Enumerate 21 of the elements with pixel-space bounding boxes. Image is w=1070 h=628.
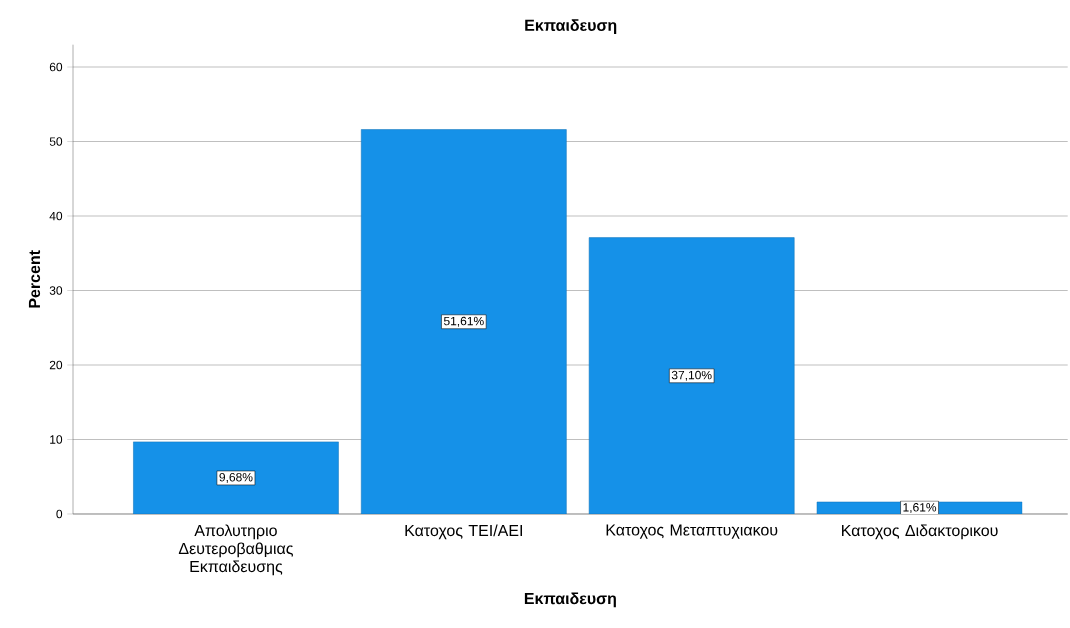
- y-tick-label: 20: [49, 360, 63, 370]
- y-tick-label: 60: [49, 62, 63, 72]
- bar: [360, 129, 567, 514]
- y-axis-title: Percent: [28, 250, 41, 308]
- bar: [133, 441, 339, 514]
- data-label: 37,10%: [671, 370, 712, 381]
- y-tick-label: 40: [49, 211, 63, 221]
- y-tick-label: 50: [49, 137, 63, 146]
- x-axis-title: Εκπαιδευση: [524, 592, 616, 608]
- x-tick-label: Κατοχος Διδακτορικου: [842, 524, 998, 540]
- data-label: 1,61%: [903, 503, 937, 513]
- data-label: 51,61%: [443, 316, 484, 327]
- data-label: 9,68%: [219, 472, 253, 483]
- x-tick-label: Κατοχος ΤΕΙ/ΑΕΙ: [405, 524, 522, 540]
- y-tick-label: 0: [56, 509, 63, 519]
- y-tick-label: 30: [49, 286, 63, 295]
- y-tick-label: 10: [50, 435, 63, 444]
- x-tick-label: Απολυτηριο Δευτεροβαθμιας Εκπαιδευσης: [178, 524, 293, 576]
- bar: [588, 237, 795, 514]
- chart-title: Εκπαιδευση: [525, 19, 617, 35]
- x-tick-label: Κατοχος Μεταπτυχιακου: [606, 524, 778, 539]
